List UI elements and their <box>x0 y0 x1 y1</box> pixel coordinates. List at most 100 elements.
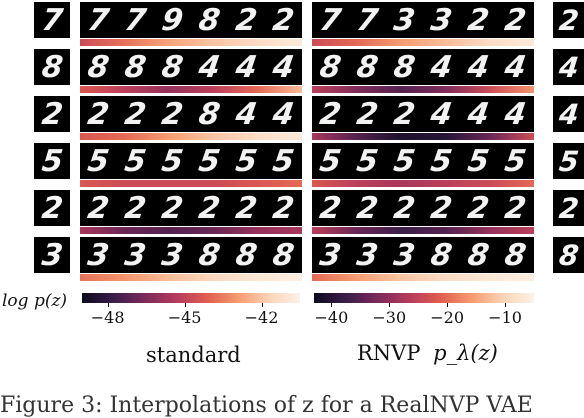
interpolated-digit: 7 <box>85 2 112 38</box>
standard-colorbar-tick-label: −45 <box>167 308 202 327</box>
interpolated-digit: 5 <box>428 143 455 179</box>
rnvp-logp-band <box>312 227 534 234</box>
digit-glyph: 2 <box>557 191 580 225</box>
target-digit: 8 <box>553 237 584 273</box>
interpolated-digit: 5 <box>502 143 529 179</box>
source-digit: 2 <box>34 190 70 226</box>
rnvp-logp-band <box>312 39 534 46</box>
standard-logp-band <box>80 274 302 281</box>
interpolated-digit: 7 <box>122 2 149 38</box>
interpolated-digit: 3 <box>391 2 418 38</box>
rnvp-colorbar-tick <box>389 303 391 307</box>
interpolated-digit: 5 <box>465 143 492 179</box>
standard-logp-band <box>80 133 302 140</box>
rnvp-colorbar <box>314 293 534 303</box>
interpolated-digit: 8 <box>196 237 223 273</box>
interpolated-digit: 2 <box>354 96 381 132</box>
interpolated-digit: 8 <box>159 49 186 85</box>
interpolated-digit: 8 <box>270 237 297 273</box>
interpolated-digit: 4 <box>465 49 492 85</box>
interpolated-digit: 5 <box>122 143 149 179</box>
interpolated-digit: 7 <box>354 2 381 38</box>
digit-glyph: 4 <box>557 50 580 84</box>
source-digit: 8 <box>34 49 70 85</box>
interpolated-digit: 2 <box>465 190 492 226</box>
standard-strip <box>80 49 302 85</box>
interpolated-digit: 4 <box>428 96 455 132</box>
standard-logp-band <box>80 39 302 46</box>
target-digit: 4 <box>553 96 584 132</box>
interpolated-digit: 3 <box>391 237 418 273</box>
standard-colorbar-tick-label: −48 <box>90 308 125 327</box>
interpolated-digit: 2 <box>85 190 112 226</box>
interpolated-digit: 9 <box>159 2 186 38</box>
standard-caption: standard <box>146 343 241 367</box>
interpolated-digit: 4 <box>233 96 260 132</box>
interpolated-digit: 5 <box>317 143 344 179</box>
interpolated-digit: 5 <box>233 143 260 179</box>
rnvp-logp-band <box>312 180 534 187</box>
rnvp-strip <box>312 2 534 38</box>
interpolated-digit: 2 <box>159 96 186 132</box>
rnvp-colorbar-tick <box>331 303 333 307</box>
source-digit: 3 <box>34 237 70 273</box>
interpolated-digit: 2 <box>233 190 260 226</box>
interpolated-digit: 3 <box>85 237 112 273</box>
source-digit: 2 <box>34 96 70 132</box>
rnvp-colorbar-tick-label: −20 <box>430 308 465 327</box>
rnvp-logp-band <box>312 133 534 140</box>
interpolated-digit: 4 <box>428 49 455 85</box>
interpolated-digit: 2 <box>502 190 529 226</box>
rnvp-caption: RNVP p_λ(z) <box>357 341 498 365</box>
digit-glyph: 5 <box>40 143 64 179</box>
interpolated-digit: 8 <box>465 237 492 273</box>
interpolated-digit: 2 <box>196 190 223 226</box>
standard-logp-band <box>80 227 302 234</box>
standard-strip <box>80 190 302 226</box>
standard-colorbar-tick <box>261 303 263 307</box>
interpolated-digit: 4 <box>502 96 529 132</box>
target-digit: 2 <box>553 190 584 226</box>
interpolated-digit: 5 <box>159 143 186 179</box>
rnvp-strip <box>312 49 534 85</box>
interpolated-digit: 2 <box>317 190 344 226</box>
colorbar-label-text: log p(z) <box>2 291 68 311</box>
digit-glyph: 2 <box>557 3 580 37</box>
rnvp-strip <box>312 96 534 132</box>
interpolated-digit: 3 <box>122 237 149 273</box>
interpolated-digit: 5 <box>196 143 223 179</box>
interpolated-digit: 8 <box>85 49 112 85</box>
interpolated-digit: 8 <box>233 237 260 273</box>
interpolated-digit: 2 <box>233 2 260 38</box>
interpolated-digit: 2 <box>465 2 492 38</box>
interpolated-digit: 7 <box>317 2 344 38</box>
interpolated-digit: 4 <box>270 96 297 132</box>
interpolated-digit: 4 <box>465 96 492 132</box>
interpolated-digit: 8 <box>196 96 223 132</box>
rnvp-strip <box>312 190 534 226</box>
rnvp-colorbar-tick-label: −40 <box>314 308 349 327</box>
standard-logp-band <box>80 86 302 93</box>
interpolated-digit: 2 <box>391 96 418 132</box>
digit-glyph: 4 <box>557 97 580 131</box>
target-digit: 2 <box>553 2 584 38</box>
interpolated-digit: 8 <box>196 2 223 38</box>
interpolated-digit: 2 <box>391 190 418 226</box>
target-digit: 5 <box>553 143 584 179</box>
interpolated-digit: 2 <box>428 190 455 226</box>
interpolated-digit: 3 <box>354 237 381 273</box>
interpolated-digit: 5 <box>270 143 297 179</box>
rnvp-caption-formula: p_λ(z) <box>433 341 498 365</box>
interpolated-digit: 2 <box>122 190 149 226</box>
standard-strip <box>80 237 302 273</box>
standard-colorbar-tick-label: −42 <box>244 308 279 327</box>
rnvp-caption-prefix: RNVP <box>357 341 421 365</box>
target-digit: 4 <box>553 49 584 85</box>
